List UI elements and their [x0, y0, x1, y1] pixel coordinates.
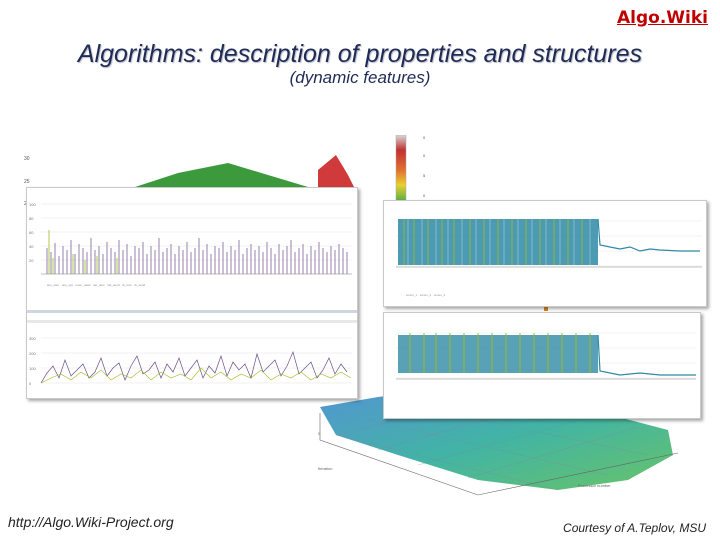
svg-text:25: 25 [24, 179, 30, 185]
slide-subtitle: (dynamic features) [289, 68, 431, 87]
network-speed-chart: 100 80 60 40 20 · cpu_user · cpu_sys · mem_u… [27, 188, 357, 393]
svg-text:0: 0 [423, 193, 426, 198]
svg-text:100: 100 [29, 366, 36, 371]
svg-text:· series_1 · series_2 · series: · series_1 · series_2 · series_3 [404, 293, 446, 297]
slide-title: Algorithms: description of properties an… [77, 40, 643, 68]
loading-chart-panel: · series_1 · series_2 · series_3 [383, 200, 707, 307]
svg-text:0: 0 [318, 431, 321, 436]
second-chart-panel [383, 312, 701, 419]
left-chart-panel: 100 80 60 40 20 · cpu_user · cpu_sys · mem_u… [26, 187, 358, 399]
svg-text:Iteration: Iteration [318, 466, 332, 471]
svg-text:Processor number: Processor number [578, 483, 611, 488]
project-url-link[interactable]: http://Algo.Wiki-Project.org [8, 514, 174, 530]
svg-text:0: 0 [29, 381, 32, 386]
svg-text:100: 100 [29, 202, 36, 207]
svg-text:40: 40 [29, 244, 34, 249]
svg-text:60: 60 [29, 230, 34, 235]
second-metric-chart [396, 332, 696, 380]
svg-text:0: 0 [423, 153, 426, 158]
svg-text:200: 200 [29, 351, 36, 356]
loading-chart: · series_1 · series_2 · series_3 [396, 218, 702, 297]
svg-text:80: 80 [29, 216, 34, 221]
svg-text:5: 5 [423, 173, 426, 178]
algowiki-logo[interactable]: Algo.Wiki [616, 8, 708, 28]
svg-text:20: 20 [29, 258, 34, 263]
credit-text: Courtesy of A.Teplov, MSU [563, 521, 706, 535]
svg-text:0: 0 [423, 135, 426, 140]
svg-text:300: 300 [29, 336, 36, 341]
svg-text:30: 30 [24, 156, 30, 162]
svg-text:· cpu_user · cpu_sys · mem_use: · cpu_user · cpu_sys · mem_used · net_re… [45, 283, 145, 287]
